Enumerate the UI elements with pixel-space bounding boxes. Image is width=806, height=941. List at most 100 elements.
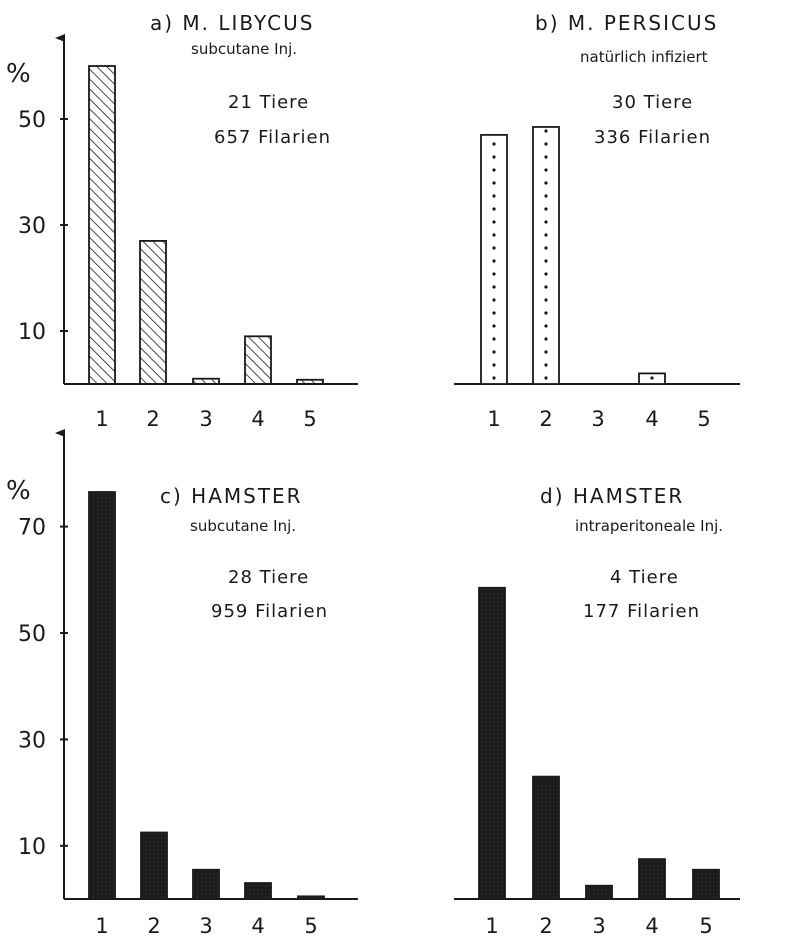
bar-b-1-dot [492, 233, 496, 237]
panel-d: d) HAMSTER intraperitoneale Inj. 4 Tiere… [454, 484, 740, 938]
bar-b-1-dot [492, 168, 496, 172]
category-label-c-5: 5 [304, 914, 317, 938]
bar-b-2-dot [544, 311, 548, 315]
panel-a: a) M. LIBYCUS subcutane Inj. 21 Tiere 65… [6, 11, 358, 431]
bar-b-1-dot [492, 285, 496, 289]
bar-b-2-dot [544, 298, 548, 302]
bar-c-5 [297, 895, 325, 900]
bar-b-2-dot [544, 233, 548, 237]
panel-a-percent-label: % [6, 59, 31, 89]
bar-b-1-dot [492, 220, 496, 224]
bar-b-1-dot [492, 376, 496, 380]
y-tick-label-c-50: 50 [18, 622, 46, 647]
bar-c-3 [192, 868, 220, 900]
category-label-b-1: 1 [487, 407, 500, 431]
panel-d-filariae: 177 Filarien [583, 601, 700, 622]
panel-c-animals: 28 Tiere [228, 567, 309, 588]
category-label-a-5: 5 [303, 407, 316, 431]
bar-b-2-dot [544, 324, 548, 328]
bar-a-5 [296, 378, 324, 385]
category-label-c-2: 2 [147, 914, 160, 938]
panel-c-title: c) HAMSTER [160, 484, 303, 508]
bar-b-2-dot [544, 168, 548, 172]
bar-c-1 [88, 491, 116, 900]
category-label-b-4: 4 [645, 407, 658, 431]
bar-b-2-dot [544, 207, 548, 211]
bar-b-2-dot [544, 155, 548, 159]
bar-b-2-dot [544, 337, 548, 341]
bar-b-4-dot [650, 376, 654, 380]
panel-a-title: a) M. LIBYCUS [150, 11, 314, 35]
bar-b-1-dot [492, 350, 496, 354]
category-label-d-1: 1 [485, 914, 498, 938]
category-label-d-3: 3 [592, 914, 605, 938]
y-tick-label-c-70: 70 [18, 516, 46, 541]
category-label-b-3: 3 [591, 407, 604, 431]
category-label-a-4: 4 [251, 407, 264, 431]
panel-c-bars: 1 2 3 4 5 10 30 50 70 [18, 491, 325, 938]
bar-a-3 [192, 377, 220, 385]
bar-b-2-dot [544, 142, 548, 146]
panel-a-bars: 1 2 3 4 5 10 30 50 [18, 65, 324, 431]
bar-b-1-dot [492, 311, 496, 315]
panel-c: c) HAMSTER subcutane Inj. 28 Tiere 959 F… [6, 429, 358, 938]
bar-b-1-dot [492, 363, 496, 367]
category-label-c-4: 4 [251, 914, 264, 938]
bar-d-3 [585, 884, 613, 900]
category-label-c-1: 1 [95, 914, 108, 938]
bar-b-2-dot [544, 194, 548, 198]
bar-d-4 [638, 858, 666, 900]
bar-b-2-dot [544, 259, 548, 263]
bar-b-2 [532, 126, 560, 385]
bar-b-1-dot [492, 246, 496, 250]
bar-b-1-dot [492, 181, 496, 185]
bar-b-2-dot [544, 285, 548, 289]
category-label-b-2: 2 [539, 407, 552, 431]
bar-b-2-dot [544, 350, 548, 354]
panel-b-animals: 30 Tiere [612, 92, 693, 113]
category-label-d-4: 4 [645, 914, 658, 938]
category-label-c-3: 3 [199, 914, 212, 938]
category-label-a-1: 1 [95, 407, 108, 431]
panel-d-subtitle: intraperitoneale Inj. [575, 517, 723, 535]
panel-b-filariae: 336 Filarien [594, 127, 711, 148]
panel-b-subtitle: natürlich infiziert [580, 48, 708, 66]
category-label-b-5: 5 [697, 407, 710, 431]
panel-b-bars: 1 2 3 4 5 [480, 126, 711, 431]
bar-b-1-dot [492, 298, 496, 302]
panel-a-filariae: 657 Filarien [214, 127, 331, 148]
bar-b-1-dot [492, 324, 496, 328]
bar-b-2-dot [544, 376, 548, 380]
bar-d-2 [532, 775, 560, 900]
bar-b-1-dot [492, 142, 496, 146]
category-label-a-3: 3 [199, 407, 212, 431]
panel-d-bars: 1 2 3 4 5 [478, 586, 720, 938]
panel-c-filariae: 959 Filarien [211, 601, 328, 622]
panel-b-title: b) M. PERSICUS [535, 11, 718, 35]
bar-b-1-dot [492, 272, 496, 276]
y-tick-label-c-30: 30 [18, 728, 46, 753]
bar-a-4 [244, 335, 272, 385]
y-tick-label-a-10: 10 [18, 320, 46, 345]
bar-b-2-dot [544, 220, 548, 224]
bar-d-5 [692, 868, 720, 900]
y-tick-label-c-10: 10 [18, 835, 46, 860]
panel-c-subtitle: subcutane Inj. [190, 517, 296, 535]
y-tick-label-a-50: 50 [18, 108, 46, 133]
bar-b-2-dot [544, 272, 548, 276]
bar-c-4 [244, 882, 272, 900]
bar-c-2 [140, 831, 168, 900]
panel-d-animals: 4 Tiere [610, 567, 679, 588]
bar-b-1-dot [492, 207, 496, 211]
panel-a-subtitle: subcutane Inj. [191, 40, 297, 58]
bar-b-2-dot [544, 181, 548, 185]
bar-a-1 [88, 65, 116, 385]
category-label-d-5: 5 [699, 914, 712, 938]
category-label-d-2: 2 [539, 914, 552, 938]
panel-a-animals: 21 Tiere [228, 92, 309, 113]
bar-b-1-dot [492, 337, 496, 341]
bar-b-2-dot [544, 246, 548, 250]
bar-b-1-dot [492, 259, 496, 263]
bar-a-2 [139, 239, 167, 385]
